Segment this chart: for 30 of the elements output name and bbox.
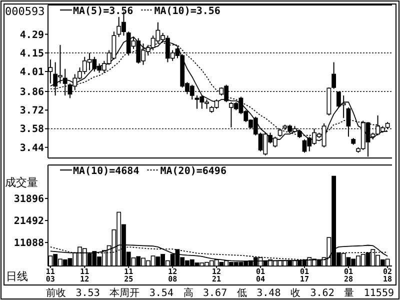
text: 前收	[46, 287, 66, 299]
text: 11559	[364, 288, 394, 299]
text: 收	[290, 288, 300, 299]
x-axis-title: 日线	[6, 270, 28, 283]
text: 3.67	[203, 288, 228, 299]
y-tick-label: 4.01	[20, 67, 44, 78]
y-tick-label: 4.15	[20, 48, 44, 60]
y-tick-label: 4.29	[20, 30, 44, 41]
y-tick-label: 31896	[14, 194, 44, 205]
text: 低	[236, 288, 247, 299]
legend-label: MA(10)=4684	[73, 166, 140, 177]
text: 高	[183, 287, 194, 299]
y-tick-label: 3.86	[20, 86, 44, 98]
text: 成交量	[5, 176, 38, 189]
y-tick-label: 3.72	[20, 106, 44, 117]
text: 量	[344, 288, 354, 299]
text: 3.53	[76, 288, 100, 299]
chart-title: 000593	[5, 5, 45, 18]
legend-label: MA(5)=3.56	[73, 6, 134, 17]
text: 本周开	[110, 287, 140, 299]
y-tick-label: 3.58	[20, 124, 44, 136]
y-tick-label: 11088	[14, 238, 44, 250]
legend-label: MA(20)=6496	[160, 166, 226, 177]
text: 3.62	[310, 288, 334, 299]
y-tick-label: 21492	[14, 216, 44, 227]
y-tick-label: 3.44	[20, 142, 44, 154]
text: 3.54	[149, 288, 174, 299]
text: 3.48	[256, 288, 281, 299]
legend-label: MA(10)=3.56	[154, 6, 220, 17]
candlestick	[332, 62, 336, 90]
